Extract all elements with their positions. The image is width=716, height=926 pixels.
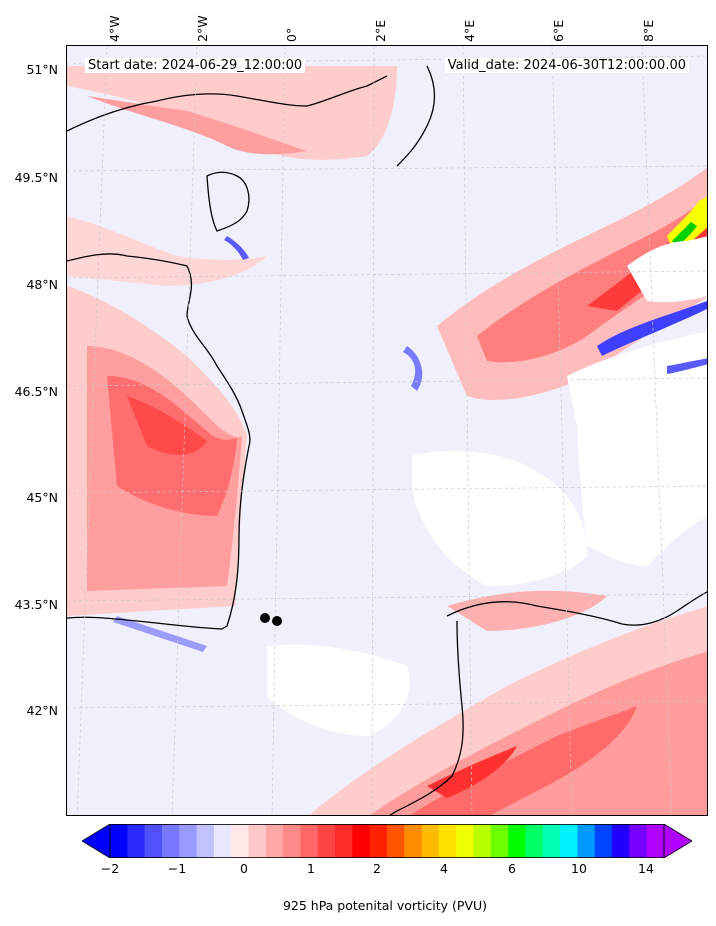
lon-label-2e: 2°E (373, 19, 388, 42)
colorbar-bin (594, 824, 613, 858)
valid-date-text: Valid_date: 2024-06-30T12:00:00.00 (444, 58, 689, 73)
colorbar-bin (213, 824, 232, 858)
colorbar-bin (542, 824, 561, 858)
marker-point-a (260, 613, 270, 623)
lon-label-8e: 8°E (641, 19, 656, 42)
colorbar-bin (612, 824, 630, 858)
colorbar-bin (404, 824, 423, 858)
colorbar-extend-max (663, 824, 692, 858)
colorbar-bin (127, 824, 146, 858)
colorbar-bin (490, 824, 509, 858)
lon-label-6e: 6°E (551, 19, 566, 42)
cb-tick-3: 1 (307, 861, 315, 876)
pv-map: Start date: 2024-06-29_12:00:00 Valid_da… (66, 45, 708, 816)
colorbar-bin (196, 824, 215, 858)
colorbar-bin (300, 824, 319, 858)
colorbar-bin (283, 824, 301, 858)
pv-field (67, 46, 707, 815)
colorbar-bin (473, 824, 492, 858)
lat-label-49-5n: 49.5°N (14, 170, 58, 185)
colorbar-bin (335, 824, 353, 858)
colorbar-bin (525, 824, 544, 858)
lat-label-48n: 48°N (26, 277, 58, 292)
colorbar-bin (456, 824, 475, 858)
lon-label-4e: 4°E (462, 19, 477, 42)
lat-label-42n: 42°N (26, 703, 58, 718)
cb-tick-5: 4 (440, 861, 448, 876)
colorbar-bin (577, 824, 596, 858)
colorbar-bin (161, 824, 180, 858)
colorbar-bin (317, 824, 336, 858)
graticule (67, 46, 707, 815)
colorbar-bin (110, 824, 128, 858)
colorbar-frame (109, 824, 665, 858)
marker-point-b (272, 616, 282, 626)
colorbar-bin (231, 824, 249, 858)
colorbar-bin (560, 824, 578, 858)
cb-tick-1: −1 (167, 861, 187, 876)
colorbar-bin (508, 824, 526, 858)
colorbar-bin (421, 824, 440, 858)
cb-tick-0: −2 (100, 861, 120, 876)
colorbar-label: 925 hPa potenital vorticity (PVU) (282, 898, 488, 913)
colorbar-bin (144, 824, 163, 858)
colorbar-bin (387, 824, 405, 858)
colorbar-bin (438, 824, 457, 858)
coastlines (67, 65, 707, 815)
colorbar-bin (369, 824, 388, 858)
colorbar-bin (352, 824, 371, 858)
lat-label-46-5n: 46.5°N (14, 384, 58, 399)
cb-tick-4: 2 (373, 861, 381, 876)
start-date-text: Start date: 2024-06-29_12:00:00 (85, 58, 306, 73)
colorbar (82, 824, 692, 858)
lat-label-43-5n: 43.5°N (14, 597, 58, 612)
cb-tick-6: 6 (508, 861, 516, 876)
cb-tick-7: 10 (571, 861, 587, 876)
colorbar-bin (646, 824, 665, 858)
lon-label-2w: 2°W (195, 15, 210, 42)
colorbar-bin (629, 824, 648, 858)
lat-label-45n: 45°N (26, 490, 58, 505)
colorbar-bin (265, 824, 284, 858)
colorbar-bin (179, 824, 198, 858)
lon-label-4w: 4°W (107, 15, 122, 42)
lon-label-0: 0° (284, 27, 299, 42)
cb-tick-2: 0 (240, 861, 248, 876)
colorbar-extend-min (82, 824, 111, 858)
colorbar-bin (248, 824, 267, 858)
cb-tick-8: 14 (638, 861, 654, 876)
lat-label-51n: 51°N (26, 62, 58, 77)
